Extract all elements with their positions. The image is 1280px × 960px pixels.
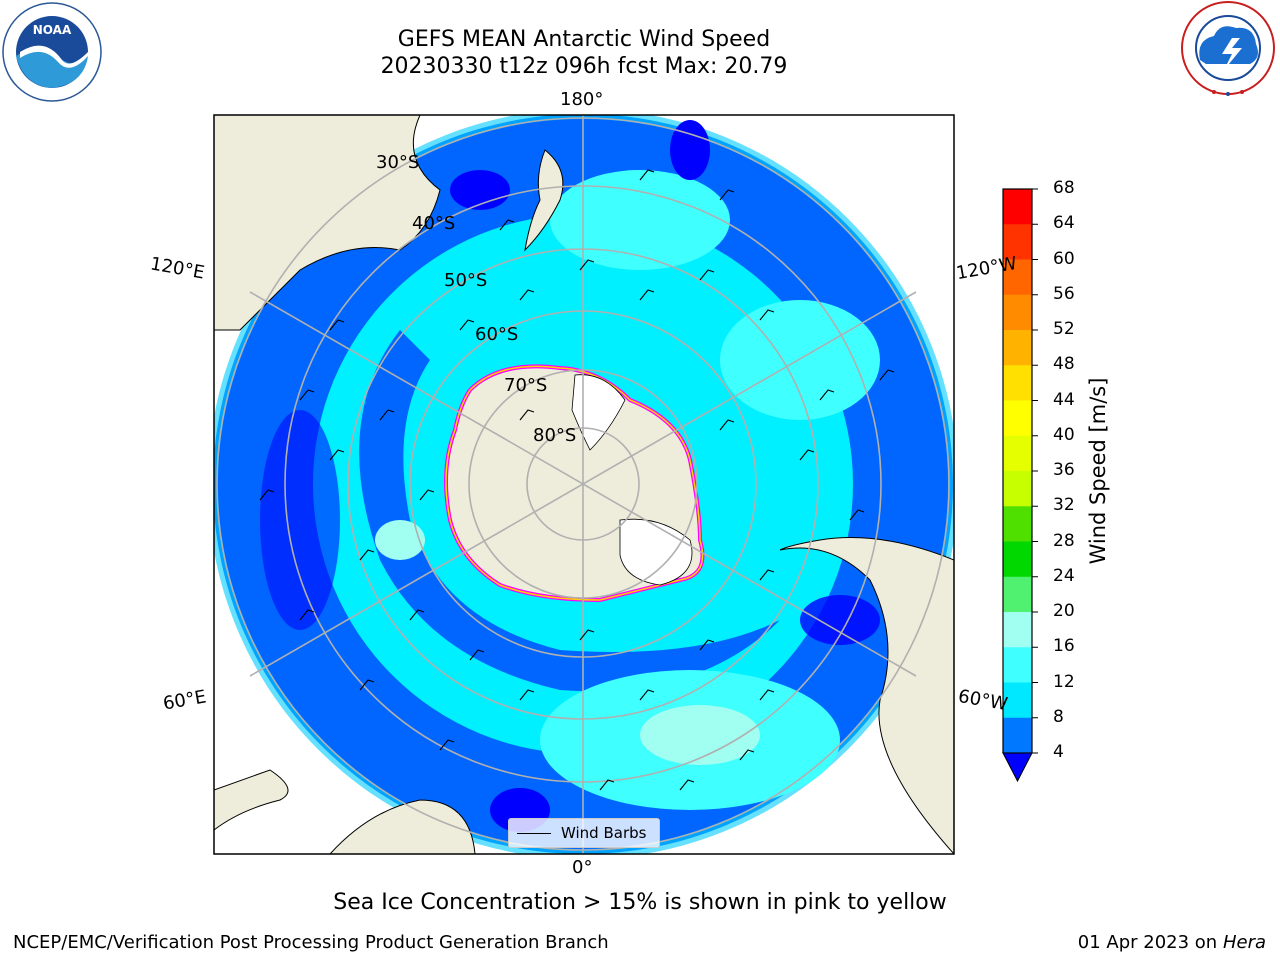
sea-ice-caption: Sea Ice Concentration > 15% is shown in … xyxy=(333,890,947,915)
colorbar-tick-label: 68 xyxy=(1053,178,1075,198)
map-frame xyxy=(213,114,955,855)
colorbar-tick-label: 60 xyxy=(1053,248,1075,269)
colorbar xyxy=(1003,189,1032,754)
colorbar-segment xyxy=(1003,259,1032,296)
colorbar-tick-label: 32 xyxy=(1053,495,1075,516)
footer-date: 01 Apr 2023 on Hera xyxy=(1078,932,1266,953)
lat-label-50s: 50°S xyxy=(444,270,488,291)
colorbar-segment xyxy=(1003,541,1032,578)
colorbar-segment xyxy=(1003,647,1032,683)
map-panel xyxy=(214,115,954,854)
new-zealand-landmass xyxy=(524,149,564,252)
wind-barb-legend-line xyxy=(517,832,551,834)
footer-credit: NCEP/EMC/Verification Post Processing Pr… xyxy=(13,932,609,953)
colorbar-segment xyxy=(1003,717,1032,754)
footer-machine: Hera xyxy=(1222,932,1266,953)
colorbar-extend-min xyxy=(1002,752,1033,783)
colorbar-tick-label: 48 xyxy=(1053,354,1075,375)
ross-ice-shelf xyxy=(571,374,626,451)
colorbar-segment xyxy=(1003,682,1032,719)
lat-label-40s: 40°S xyxy=(412,213,456,234)
wind-barbs xyxy=(259,169,895,791)
lon-label-0: 0° xyxy=(572,857,593,878)
colorbar-segment xyxy=(1003,294,1032,331)
colorbar-tick-label: 12 xyxy=(1053,671,1075,692)
colorbar-segment xyxy=(1003,224,1032,260)
lat-label-60s: 60°S xyxy=(475,324,519,345)
chart-subtitle: 20230330 t12z 096h fcst Max: 20.79 xyxy=(380,54,788,79)
madagascar-landmass xyxy=(214,769,289,831)
colorbar-tick-label: 36 xyxy=(1053,460,1075,480)
strong-wind-band xyxy=(359,330,780,692)
colorbar-tick-label: 8 xyxy=(1053,706,1064,727)
colorbar-segment xyxy=(1003,189,1032,225)
colorbar-segment xyxy=(1003,400,1032,437)
noaa-logo-text: NOAA xyxy=(33,23,72,37)
colorbar-segment xyxy=(1003,365,1032,401)
wind-patch-north xyxy=(550,170,730,270)
colorbar-tick-label: 64 xyxy=(1053,213,1075,234)
colorbar-segment xyxy=(1003,471,1032,507)
footer-date-text: 01 Apr 2023 on xyxy=(1077,932,1223,953)
colorbar-tick-label: 4 xyxy=(1053,742,1064,762)
colorbar-tick-label: 40 xyxy=(1053,424,1075,445)
colorbar-segment xyxy=(1003,330,1032,366)
colorbar-segment xyxy=(1003,576,1032,613)
colorbar-segment xyxy=(1003,506,1032,542)
colorbar-tick-label: 44 xyxy=(1053,389,1075,410)
colorbar-segment xyxy=(1003,612,1032,648)
lat-label-30s: 30°S xyxy=(376,152,420,173)
graticule xyxy=(216,115,950,854)
lon-label-180: 180° xyxy=(560,89,604,110)
lat-label-80s: 80°S xyxy=(533,425,577,446)
colorbar-segment xyxy=(1003,435,1032,472)
lat-label-70s: 70°S xyxy=(504,375,548,396)
legend-label: Wind Barbs xyxy=(561,824,647,842)
map-legend: Wind Barbs xyxy=(508,818,660,848)
colorbar-tick-label: 56 xyxy=(1053,283,1075,304)
colorbar-tick-label: 16 xyxy=(1053,636,1075,657)
colorbar-tick-label: 28 xyxy=(1053,530,1075,551)
colorbar-tick-label: 52 xyxy=(1053,319,1075,339)
colorbar-title: Wind Speed [m/s] xyxy=(1086,377,1110,565)
colorbar-tick-label: 24 xyxy=(1053,565,1075,586)
south-america-landmass xyxy=(779,537,954,854)
sea-ice-edge xyxy=(445,365,704,601)
chart-title: GEFS MEAN Antarctic Wind Speed xyxy=(397,27,771,52)
nws-logo xyxy=(1181,1,1275,96)
colorbar-tick-label: 20 xyxy=(1053,601,1075,621)
noaa-logo xyxy=(2,2,102,102)
